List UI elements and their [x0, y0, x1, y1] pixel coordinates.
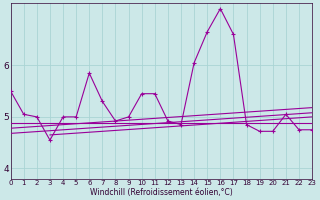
- X-axis label: Windchill (Refroidissement éolien,°C): Windchill (Refroidissement éolien,°C): [90, 188, 233, 197]
